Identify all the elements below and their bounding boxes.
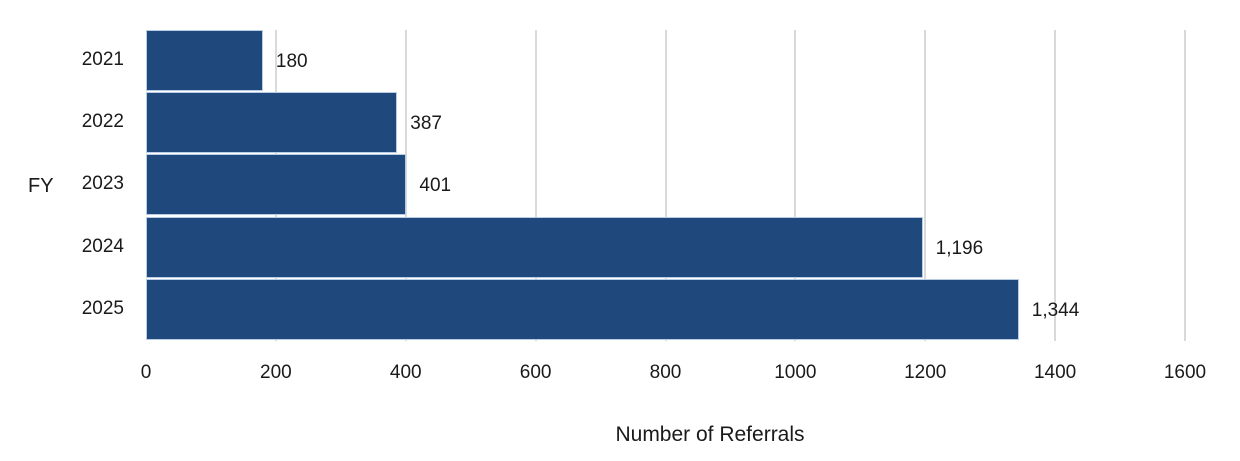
y-axis-title: FY (28, 175, 54, 197)
data-label: 387 (410, 113, 442, 135)
data-label: 401 (419, 175, 452, 197)
data-label: 1,196 (935, 237, 984, 259)
category-label: 2025 (81, 297, 124, 319)
tick-label: 1600 (1163, 362, 1207, 383)
gridline (924, 30, 927, 341)
bar-2021 (146, 30, 263, 91)
tick-label: 1200 (904, 362, 947, 383)
gridline (534, 30, 537, 341)
bar-2023 (146, 154, 407, 216)
tick-label: 200 (260, 362, 292, 383)
x-axis-title: Number of Referrals (615, 423, 805, 446)
bar-2022 (146, 92, 398, 154)
data-label: 1,344 (1031, 299, 1080, 321)
tick-label: 1000 (774, 362, 817, 383)
gridline (1054, 30, 1057, 341)
tick-label: 1400 (1033, 362, 1077, 383)
tick-label: 600 (519, 362, 552, 383)
gridline (1184, 30, 1186, 341)
category-label: 2021 (81, 49, 124, 70)
data-label: 180 (275, 51, 308, 72)
tick-label: 800 (649, 362, 682, 383)
bar-2025 (146, 278, 1019, 340)
tick-label: 0 (140, 362, 152, 383)
bar-2024 (146, 216, 923, 278)
gridline (664, 30, 667, 341)
category-label: 2022 (81, 111, 124, 133)
gridline (794, 30, 797, 341)
category-label: 2023 (81, 173, 124, 195)
category-label: 2024 (81, 235, 124, 257)
tick-label: 400 (389, 362, 422, 383)
